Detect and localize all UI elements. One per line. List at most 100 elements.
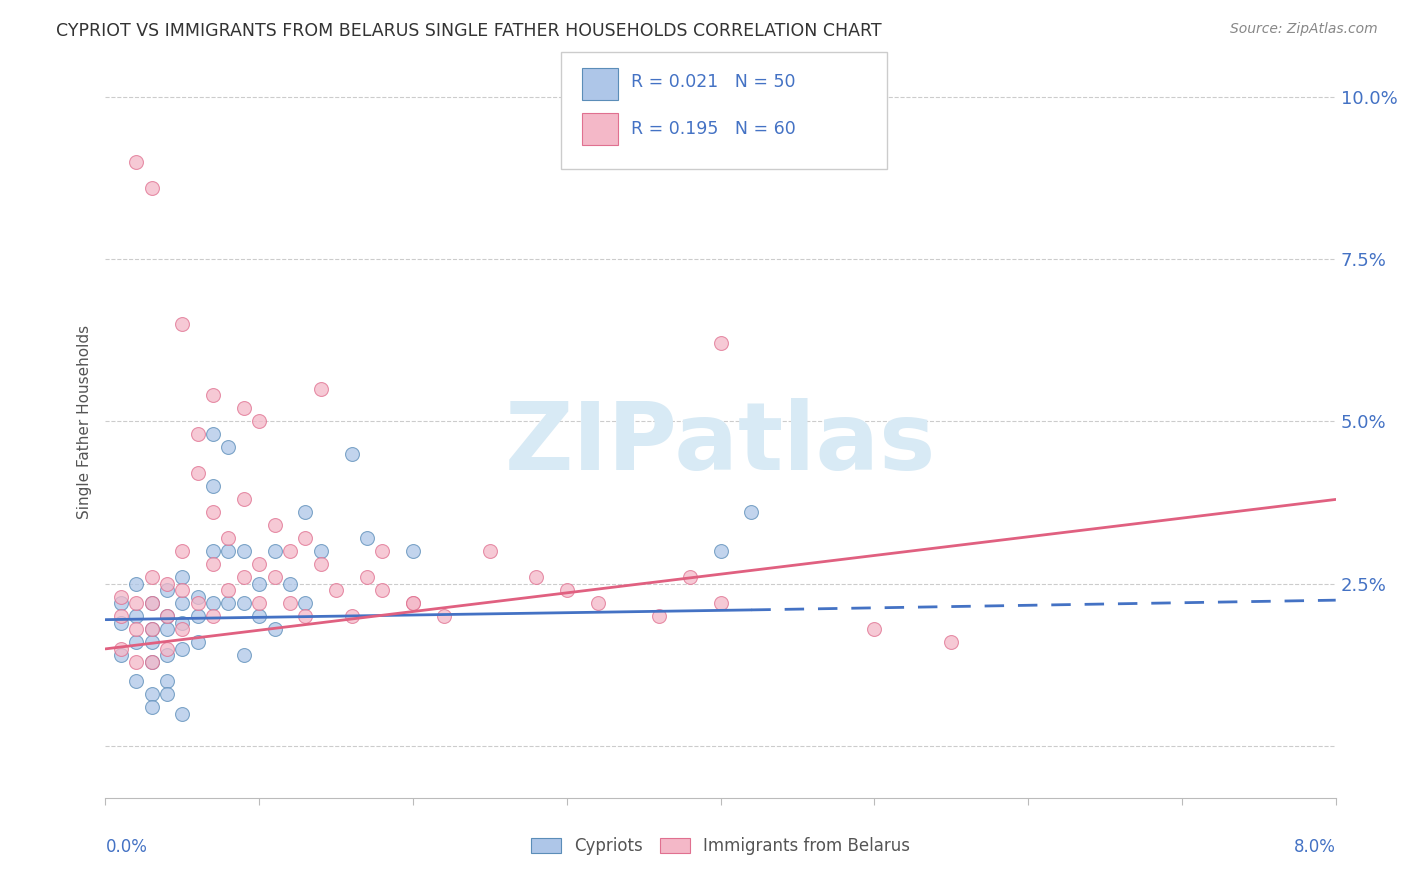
Point: [125, 609, 148, 624]
Point: [648, 609, 671, 624]
Point: [202, 544, 225, 558]
Point: [218, 441, 240, 455]
Y-axis label: Single Father Households: Single Father Households: [77, 325, 93, 518]
Point: [433, 609, 456, 624]
Point: [402, 596, 425, 610]
Point: [110, 590, 132, 604]
Point: [125, 154, 148, 169]
Text: ZIPatlas: ZIPatlas: [505, 398, 936, 490]
Point: [141, 596, 163, 610]
Point: [478, 544, 501, 558]
Point: [125, 655, 148, 669]
Point: [278, 577, 301, 591]
Point: [232, 544, 254, 558]
Point: [710, 596, 733, 610]
Point: [141, 623, 163, 637]
Point: [156, 623, 179, 637]
Point: [263, 623, 285, 637]
Point: [340, 447, 363, 461]
Point: [278, 596, 301, 610]
Point: [371, 583, 394, 598]
Point: [141, 180, 163, 194]
Point: [294, 505, 316, 519]
Text: R = 0.195   N = 60: R = 0.195 N = 60: [631, 120, 796, 138]
Point: [187, 467, 209, 481]
Point: [309, 558, 332, 572]
Point: [555, 583, 578, 598]
Point: [232, 492, 254, 507]
Point: [524, 570, 547, 584]
Point: [156, 648, 179, 663]
Text: 0.0%: 0.0%: [105, 838, 148, 856]
Point: [172, 596, 194, 610]
Point: [202, 479, 225, 493]
Point: [294, 596, 316, 610]
Point: [125, 674, 148, 689]
Point: [202, 427, 225, 442]
Text: 8.0%: 8.0%: [1294, 838, 1336, 856]
Point: [141, 655, 163, 669]
Point: [863, 623, 886, 637]
Point: [125, 635, 148, 649]
Point: [156, 687, 179, 701]
Point: [202, 596, 225, 610]
Point: [247, 414, 270, 428]
Point: [187, 427, 209, 442]
Point: [309, 382, 332, 396]
Point: [218, 544, 240, 558]
FancyBboxPatch shape: [582, 113, 619, 145]
Point: [710, 544, 733, 558]
Point: [356, 532, 378, 546]
Point: [156, 583, 179, 598]
FancyBboxPatch shape: [561, 52, 887, 169]
Point: [586, 596, 609, 610]
Point: [125, 623, 148, 637]
Point: [172, 641, 194, 656]
Point: [740, 505, 762, 519]
Point: [941, 635, 963, 649]
Point: [202, 388, 225, 402]
Point: [202, 505, 225, 519]
Point: [340, 609, 363, 624]
Text: CYPRIOT VS IMMIGRANTS FROM BELARUS SINGLE FATHER HOUSEHOLDS CORRELATION CHART: CYPRIOT VS IMMIGRANTS FROM BELARUS SINGL…: [56, 22, 882, 40]
Point: [247, 577, 270, 591]
Point: [187, 590, 209, 604]
Point: [402, 596, 425, 610]
Point: [110, 648, 132, 663]
Point: [247, 558, 270, 572]
Point: [325, 583, 347, 598]
Point: [232, 570, 254, 584]
Point: [156, 609, 179, 624]
Point: [218, 532, 240, 546]
Point: [156, 609, 179, 624]
FancyBboxPatch shape: [582, 68, 619, 100]
Point: [263, 518, 285, 533]
Point: [141, 635, 163, 649]
Point: [371, 544, 394, 558]
Point: [710, 336, 733, 351]
Point: [141, 596, 163, 610]
Point: [172, 570, 194, 584]
Point: [172, 706, 194, 721]
Point: [218, 596, 240, 610]
Point: [679, 570, 702, 584]
Point: [247, 609, 270, 624]
Text: R = 0.021   N = 50: R = 0.021 N = 50: [631, 73, 796, 91]
Point: [141, 570, 163, 584]
Point: [187, 596, 209, 610]
Point: [156, 641, 179, 656]
Point: [356, 570, 378, 584]
Point: [172, 583, 194, 598]
Point: [263, 570, 285, 584]
Point: [309, 544, 332, 558]
Point: [218, 583, 240, 598]
Point: [232, 596, 254, 610]
Point: [247, 596, 270, 610]
Point: [172, 317, 194, 331]
Text: Source: ZipAtlas.com: Source: ZipAtlas.com: [1230, 22, 1378, 37]
Point: [278, 544, 301, 558]
Point: [202, 558, 225, 572]
Point: [141, 655, 163, 669]
Point: [263, 544, 285, 558]
Point: [172, 615, 194, 630]
